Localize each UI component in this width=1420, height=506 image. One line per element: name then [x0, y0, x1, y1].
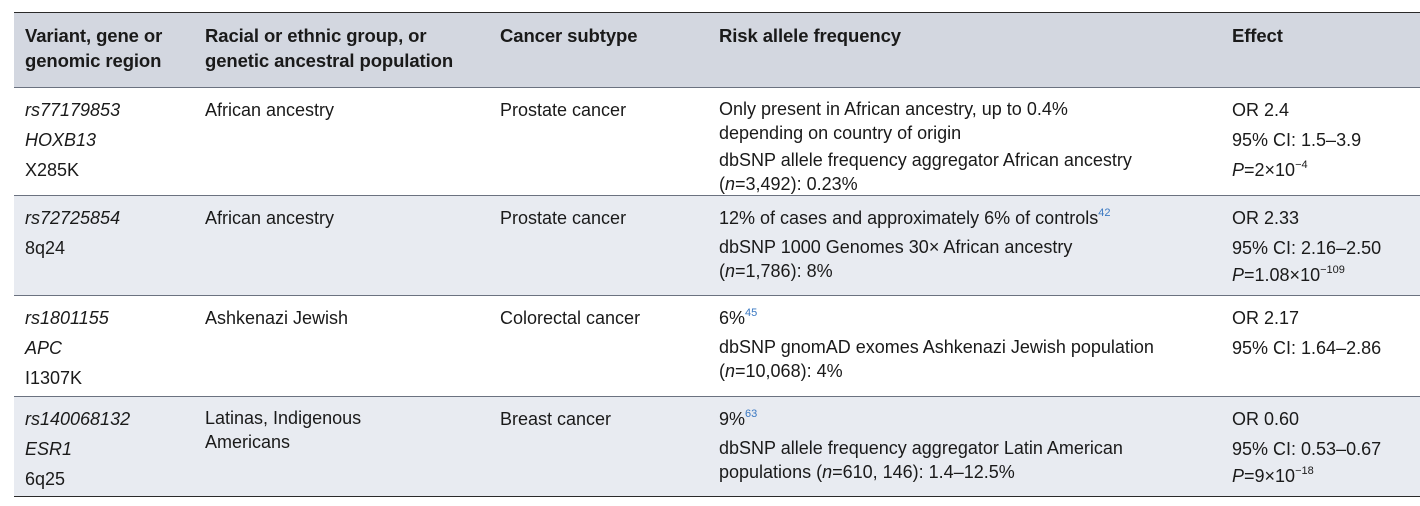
reference-link[interactable]: 45 — [745, 307, 758, 319]
group-cell: Ashkenazi Jewish — [205, 308, 349, 328]
header-frequency: Risk allele frequency — [719, 25, 901, 46]
reference-link[interactable]: 42 — [1098, 207, 1111, 219]
table-row: rs140068132 ESR1 6q25 Latinas, Indigenou… — [14, 397, 1420, 497]
table-row: rs72725854 8q24 African ancestry Prostat… — [14, 196, 1420, 296]
frequency-cell: Only present in African ancestry, up to … — [719, 99, 1132, 194]
group-cell: African ancestry — [205, 100, 335, 120]
variant-gene: ESR1 — [25, 439, 73, 459]
variant-cell: rs72725854 8q24 — [14, 196, 194, 295]
variant-id: rs72725854 — [25, 208, 121, 228]
effect-cell: OR 2.17 95% CI: 1.64–2.86 — [1232, 308, 1382, 358]
variant-cell: rs77179853 HOXB13 X285K — [14, 88, 194, 195]
group-cell: African ancestry — [205, 208, 335, 228]
effect-cell: OR 2.33 95% CI: 2.16–2.50 P=1.08×10−109 — [1232, 208, 1382, 285]
variant-id: rs140068132 — [25, 409, 131, 429]
subtype-cell: Prostate cancer — [500, 100, 627, 120]
table-row: rs1801155 APC I1307K Ashkenazi Jewish Co… — [14, 296, 1420, 397]
effect-cell: OR 2.4 95% CI: 1.5–3.9 P=2×10−4 — [1232, 100, 1362, 180]
variant-id: rs1801155 — [25, 308, 109, 328]
table-header-row: Variant, gene or genomic region Racial o… — [14, 13, 1420, 88]
variant-region: 6q25 — [25, 469, 66, 489]
variant-change: X285K — [25, 160, 80, 180]
reference-link[interactable]: 63 — [745, 408, 758, 420]
effect-cell: OR 0.60 95% CI: 0.53–0.67 P=9×10−18 — [1232, 409, 1382, 486]
frequency-cell: 6%45 dbSNP gnomAD exomes Ashkenazi Jewis… — [719, 307, 1154, 382]
subtype-cell: Colorectal cancer — [500, 308, 641, 328]
frequency-cell: 9%63 dbSNP allele frequency aggregator L… — [719, 408, 1123, 483]
header-group: Racial or ethnic group, or genetic ances… — [205, 25, 454, 71]
variant-cell: rs1801155 APC I1307K — [14, 296, 194, 396]
subtype-cell: Prostate cancer — [500, 208, 627, 228]
group-cell: Latinas, Indigenous Americans — [205, 408, 362, 452]
variant-gene: APC — [25, 338, 63, 358]
header-subtype: Cancer subtype — [500, 25, 638, 46]
variant-gene: HOXB13 — [25, 130, 97, 150]
variant-cell: rs140068132 ESR1 6q25 — [14, 397, 194, 496]
subtype-cell: Breast cancer — [500, 409, 612, 429]
header-effect: Effect — [1232, 25, 1283, 46]
table-row: rs77179853 HOXB13 X285K African ancestry… — [14, 88, 1420, 196]
frequency-cell: 12% of cases and approximately 6% of con… — [719, 207, 1111, 282]
variant-table: Variant, gene or genomic region Racial o… — [14, 12, 1420, 497]
variant-change: I1307K — [25, 368, 83, 388]
variant-region: 8q24 — [25, 238, 66, 258]
header-variant: Variant, gene or genomic region — [25, 25, 163, 71]
variant-id: rs77179853 — [25, 100, 121, 120]
